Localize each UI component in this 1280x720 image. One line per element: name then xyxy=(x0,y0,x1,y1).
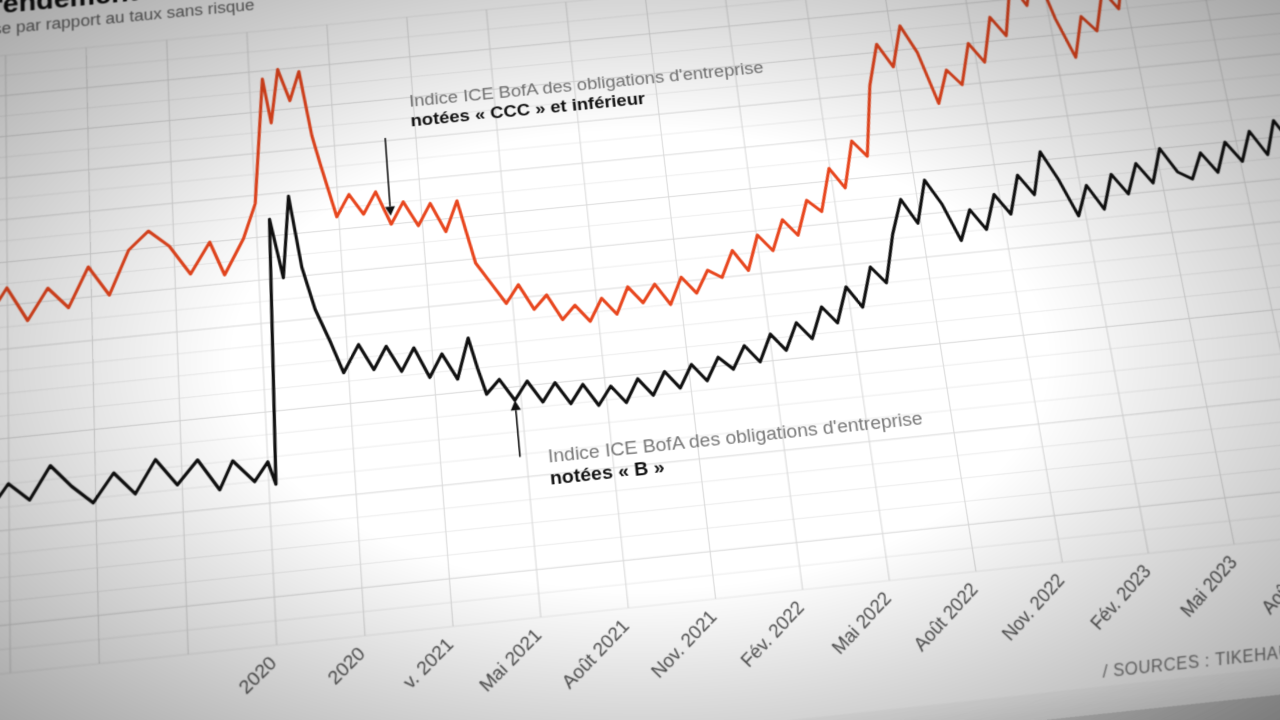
chart-sheet: à haut rendement : le stress points de b… xyxy=(0,0,1280,720)
chart-wrap: à haut rendement : le stress points de b… xyxy=(0,0,1280,720)
line-chart: 400600800.000.0020202020v. 2021Mai 2021A… xyxy=(0,0,1280,720)
stage: à haut rendement : le stress points de b… xyxy=(0,0,1280,720)
